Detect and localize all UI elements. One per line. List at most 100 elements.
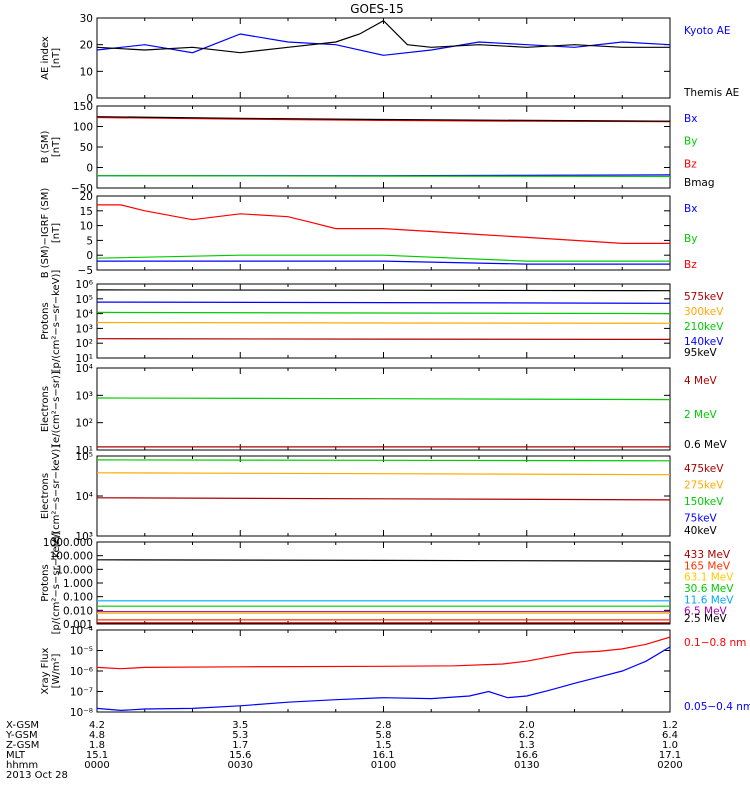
y-tick-label: 10⁻⁵ — [70, 646, 93, 658]
y-axis-label: B (SM) [nT] — [40, 130, 62, 163]
footer-value: 1.8 — [89, 740, 105, 751]
footer-value: 1.3 — [519, 740, 535, 751]
panel-3: −5 0 5 10 15 20 B (SM)−IGRF (SM) [nT] Bx By Bz — [40, 188, 697, 279]
y-axis-label: Xray Flux [W/m²] — [40, 647, 62, 694]
y-axis-label-line: [p/(cm²−s−sr−keV)] — [51, 532, 62, 635]
footer-value: 0000 — [84, 760, 109, 771]
legend-entry: 140keV — [684, 336, 724, 348]
series-group — [97, 559, 670, 624]
series-line — [97, 311, 670, 315]
footer-value: 15.1 — [86, 750, 108, 761]
series-line — [97, 646, 670, 712]
y-axis-label-line: Electrons — [40, 473, 51, 519]
legend-entry: 0.1−0.8 nm — [684, 637, 746, 649]
y-axis-label-line: B (SM) — [40, 130, 51, 163]
y-tick-label: 20 — [80, 40, 93, 52]
series-group — [97, 636, 670, 712]
y-axis-label-line: [nT] — [51, 137, 62, 157]
y-axis-label-line: [nT] — [51, 48, 62, 68]
y-tick-label: 0.010 — [63, 605, 93, 617]
legend-entry: 40keV — [684, 525, 718, 537]
legend-entry: 75keV — [684, 513, 718, 525]
y-tick-label: 100 — [73, 122, 93, 134]
y-tick-label: 10¹ — [75, 353, 93, 365]
footer-value: 17.1 — [659, 750, 681, 761]
y-tick-label: −50 — [71, 183, 93, 195]
series-line — [97, 116, 670, 122]
y-tick-label: 10 — [80, 66, 93, 78]
legend-entry: 4 MeV — [684, 375, 718, 387]
footer-value: 6.2 — [519, 730, 535, 741]
panel-frame — [96, 283, 671, 359]
footer-value: 5.8 — [376, 730, 392, 741]
legend-entry: 0.05−0.4 nm — [684, 701, 750, 713]
y-axis-label-line: B (SM)−IGRF (SM) — [40, 188, 51, 279]
y-axis-label-line: [e/(cm²−s−sr)] — [51, 371, 62, 447]
series-group — [97, 366, 670, 448]
y-axis-label-line: AE index — [40, 36, 51, 80]
panel-8: 10⁻⁸ 10⁻⁷ 10⁻⁶ 10⁻⁵ 10⁻⁴ Xray Flux [W/m²] 0.1−0… — [40, 625, 750, 719]
y-axis-label-line: [nT] — [51, 223, 62, 243]
footer-row-label: Y-GSM — [5, 730, 38, 741]
series-line — [97, 175, 670, 178]
y-tick-label: 0 — [86, 163, 93, 175]
footer-value: 4.8 — [89, 730, 105, 741]
series-group — [97, 116, 670, 178]
legend-entry: Bz — [684, 158, 697, 170]
y-tick-label: 10⁻⁴ — [70, 625, 93, 637]
y-axis-label: Protons [p/(cm²−s−sr−keV)] — [40, 532, 62, 635]
legend-entry: 150keV — [684, 496, 724, 508]
series-line — [97, 397, 670, 401]
legend-entry: 475keV — [684, 463, 724, 475]
y-axis-label-line: [W/m²] — [51, 653, 62, 688]
y-tick-label: 10⁴ — [75, 491, 93, 503]
panel-frame — [96, 17, 671, 99]
series-line — [97, 338, 670, 340]
y-tick-label: 10⁻⁸ — [70, 707, 93, 719]
footer-value: 3.5 — [232, 720, 248, 731]
series-line — [97, 301, 670, 304]
y-tick-label: 30 — [80, 13, 93, 25]
y-tick-label: 5 — [86, 235, 93, 247]
legend-entry: By — [684, 233, 697, 245]
footer-value: 5.3 — [232, 730, 248, 741]
legend-entry: 63.1 MeV — [684, 572, 734, 584]
footer-value: 16.6 — [516, 750, 538, 761]
legend-entry: 275keV — [684, 480, 724, 492]
y-tick-label: 10¹ — [75, 445, 93, 457]
series-group — [97, 459, 670, 501]
y-tick-label: 10⁵ — [75, 294, 93, 306]
y-axis-label-line: [p/(cm²−s−sr−keV)] — [51, 270, 62, 373]
series-line — [97, 366, 670, 367]
footer-value: 0100 — [371, 760, 396, 771]
y-axis-label: Electrons [e/(cm²−s−sr−keV)] — [40, 445, 62, 548]
legend-entry: 95keV — [684, 347, 718, 359]
y-tick-label: 1000.000 — [43, 537, 93, 549]
legend-entry: 11.6 MeV — [684, 594, 734, 606]
footer-value: 1.0 — [662, 740, 678, 751]
footer-value: 0030 — [228, 760, 253, 771]
series-line — [97, 497, 670, 501]
footer-row-label: Z-GSM — [6, 740, 39, 751]
series-line — [97, 260, 670, 265]
legend-entry: 165 MeV — [684, 560, 731, 572]
footer-row-label: hhmm — [6, 760, 38, 771]
legend-entry: Kyoto AE — [684, 25, 730, 37]
ephemeris-footer: X-GSM 4.2 3.5 2.8 2.0 1.2 Y-GSM 4.8 5.3 5.8 6.2 6.4… — [5, 720, 683, 781]
y-tick-label: 10.000 — [56, 564, 93, 576]
y-tick-label: 0 — [86, 250, 93, 262]
series-line — [97, 116, 670, 123]
series-line — [97, 19, 670, 54]
footer-value: 1.2 — [662, 720, 678, 731]
footer-value: 16.1 — [372, 750, 394, 761]
y-tick-label: 10⁻⁶ — [70, 666, 93, 678]
y-tick-label: 0.001 — [63, 619, 93, 631]
footer-date: 2013 Oct 28 — [6, 770, 68, 781]
series-group — [97, 289, 670, 340]
footer-value: 2.0 — [519, 720, 535, 731]
y-tick-label: 100.000 — [50, 551, 93, 563]
series-line — [97, 321, 670, 324]
series-line — [97, 254, 670, 262]
